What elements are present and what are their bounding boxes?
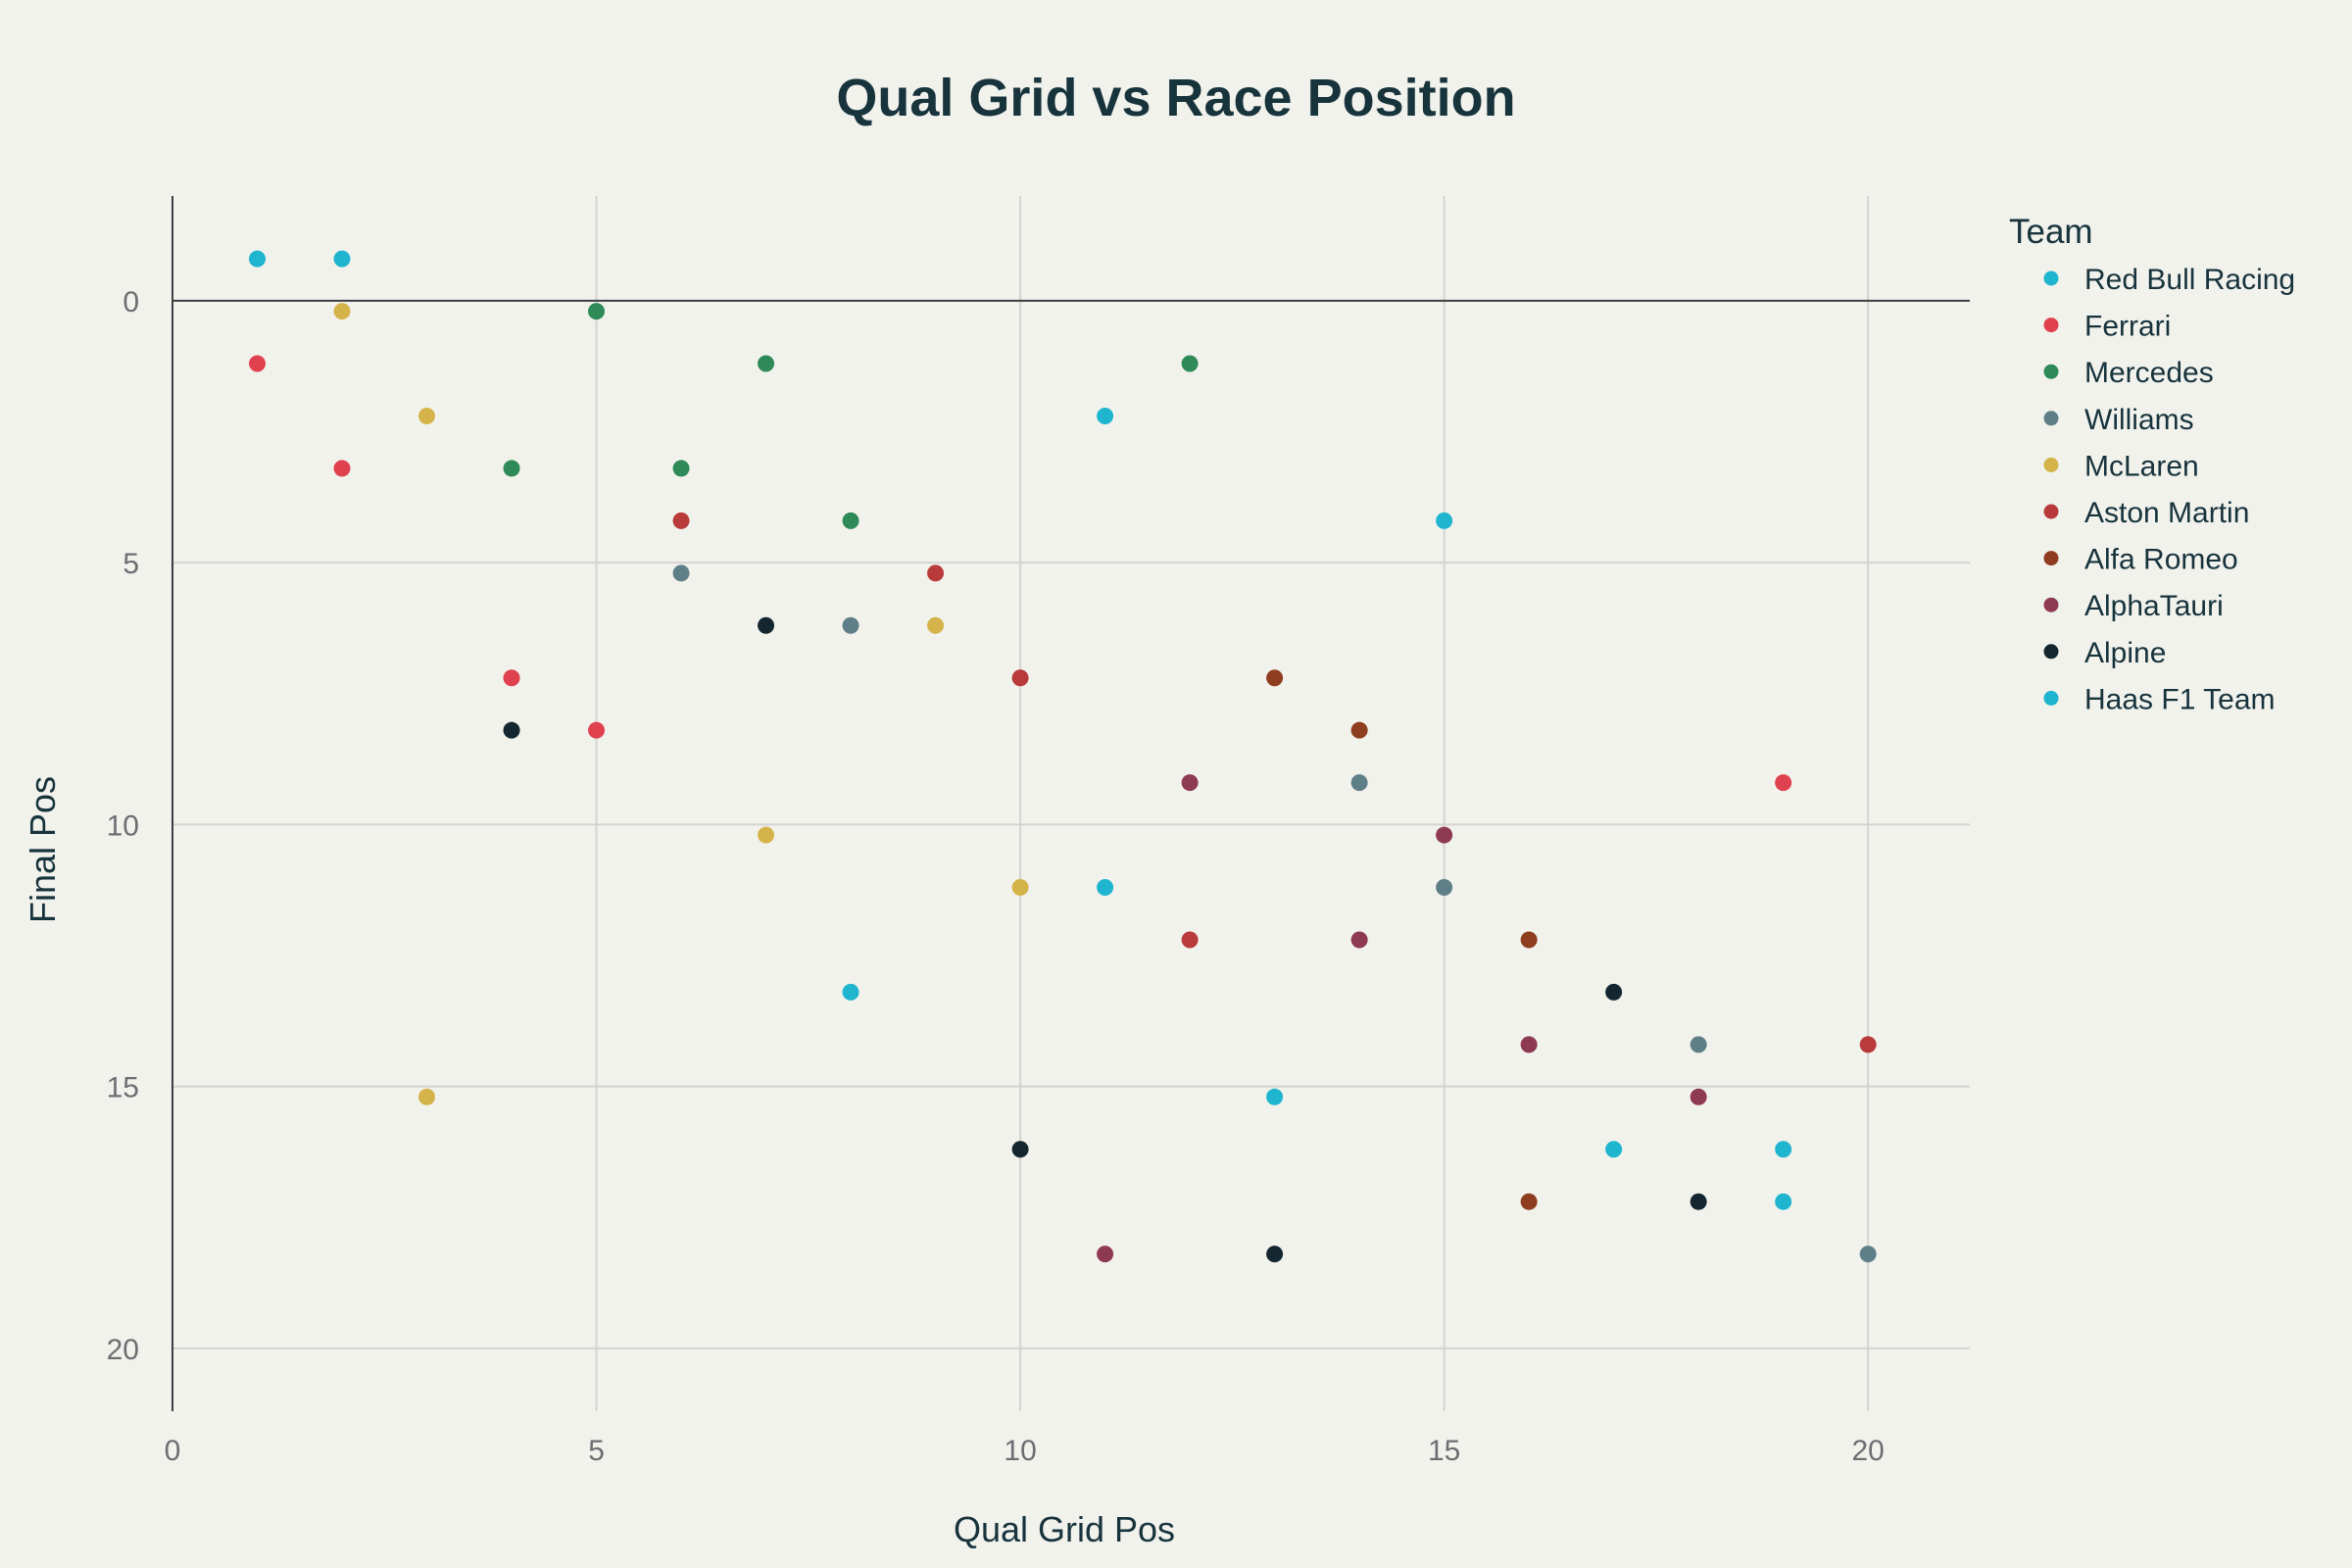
point-alphatauri (1181, 774, 1199, 792)
x-tick-label: 0 (165, 1435, 181, 1467)
x-tick-label: 5 (588, 1435, 605, 1467)
point-mercedes (588, 303, 606, 320)
y-tick-label: 0 (122, 286, 139, 318)
legend-item-label: AlphaTauri (2084, 590, 2224, 622)
point-ferrari (333, 460, 351, 477)
point-mclaren (758, 826, 775, 844)
point-alphatauri (1520, 1036, 1538, 1054)
point-alphatauri (1097, 1246, 1114, 1263)
point-alphatauri (1690, 1088, 1707, 1105)
legend-marker (2043, 318, 2059, 333)
point-ferrari (1775, 774, 1792, 792)
point-red-bull-racing (249, 250, 267, 268)
point-aston-martin (1011, 669, 1029, 687)
legend-item-label: Haas F1 Team (2084, 683, 2276, 715)
legend-marker (2043, 457, 2059, 472)
legend-marker (2043, 270, 2059, 286)
point-williams (1690, 1036, 1707, 1054)
tick-labels: 0 5 10 15 20 0 5 10 15 20 (107, 286, 1885, 1467)
point-williams (1436, 879, 1453, 897)
legend-item-label: Ferrari (2084, 311, 2171, 343)
point-alfa-romeo (1350, 721, 1368, 739)
point-haas-f1-team (1097, 879, 1114, 897)
y-tick-label: 15 (107, 1072, 139, 1104)
point-red-bull-racing (333, 250, 351, 268)
point-alpine (1605, 983, 1623, 1001)
point-williams (1350, 774, 1368, 792)
point-mclaren (418, 407, 436, 424)
legend-item-label: Alfa Romeo (2084, 544, 2238, 576)
legend-item-label: McLaren (2084, 450, 2199, 482)
point-red-bull-racing (1097, 407, 1114, 424)
legend-title: Team (2009, 213, 2093, 251)
x-tick-label: 15 (1428, 1435, 1460, 1467)
point-alfa-romeo (1520, 931, 1538, 949)
point-haas-f1-team (1775, 1141, 1792, 1158)
point-mclaren (927, 616, 945, 634)
axes (172, 196, 1970, 1411)
x-axis-title: Qual Grid Pos (954, 1509, 1175, 1549)
point-alpine (503, 721, 520, 739)
point-aston-martin (672, 512, 690, 529)
point-mercedes (503, 460, 520, 477)
point-mercedes (758, 355, 775, 372)
point-aston-martin (1181, 931, 1199, 949)
y-tick-label: 5 (122, 548, 139, 580)
legend-marker (2043, 551, 2059, 566)
x-tick-label: 20 (1852, 1435, 1885, 1467)
legend-marker (2043, 644, 2059, 660)
y-tick-label: 10 (107, 809, 139, 842)
point-williams (672, 564, 690, 582)
legend-item-label: Mercedes (2084, 357, 2214, 389)
legend-marker (2043, 504, 2059, 519)
legend-marker (2043, 597, 2059, 612)
point-alfa-romeo (1266, 669, 1284, 687)
point-alpine (1011, 1141, 1029, 1158)
point-mclaren (1011, 879, 1029, 897)
legend-item-label: Alpine (2084, 637, 2166, 669)
point-williams (1859, 1246, 1877, 1263)
point-haas-f1-team (1266, 1088, 1284, 1105)
point-alpine (758, 616, 775, 634)
chart-title: Qual Grid vs Race Position (836, 69, 1515, 127)
legend: Team Red Bull Racing Ferrari Mercedes Willi… (2009, 213, 2295, 715)
point-ferrari (588, 721, 606, 739)
legend-item-label: Williams (2084, 404, 2194, 436)
point-haas-f1-team (1775, 1193, 1792, 1210)
point-mclaren (418, 1088, 436, 1105)
legend-marker (2043, 364, 2059, 379)
point-ferrari (249, 355, 267, 372)
point-haas-f1-team (842, 983, 859, 1001)
point-mclaren (333, 303, 351, 320)
point-haas-f1-team (1605, 1141, 1623, 1158)
y-tick-label: 20 (107, 1334, 139, 1366)
point-alpine (1690, 1193, 1707, 1210)
point-williams (842, 616, 859, 634)
legend-item-label: Red Bull Racing (2084, 264, 2295, 296)
legend-item-label: Aston Martin (2084, 497, 2249, 529)
gridlines (172, 196, 1970, 1411)
point-alphatauri (1436, 826, 1453, 844)
legend-marker (2043, 690, 2059, 706)
point-alfa-romeo (1520, 1193, 1538, 1210)
x-tick-label: 10 (1004, 1435, 1036, 1467)
point-red-bull-racing (1436, 512, 1453, 529)
data-points (249, 250, 1877, 1263)
point-ferrari (503, 669, 520, 687)
point-aston-martin (1859, 1036, 1877, 1054)
y-axis-title: Final Pos (23, 776, 63, 923)
point-mercedes (672, 460, 690, 477)
point-aston-martin (927, 564, 945, 582)
point-alphatauri (1350, 931, 1368, 949)
point-mercedes (1181, 355, 1199, 372)
legend-marker (2043, 411, 2059, 426)
point-mercedes (842, 512, 859, 529)
point-alpine (1266, 1246, 1284, 1263)
